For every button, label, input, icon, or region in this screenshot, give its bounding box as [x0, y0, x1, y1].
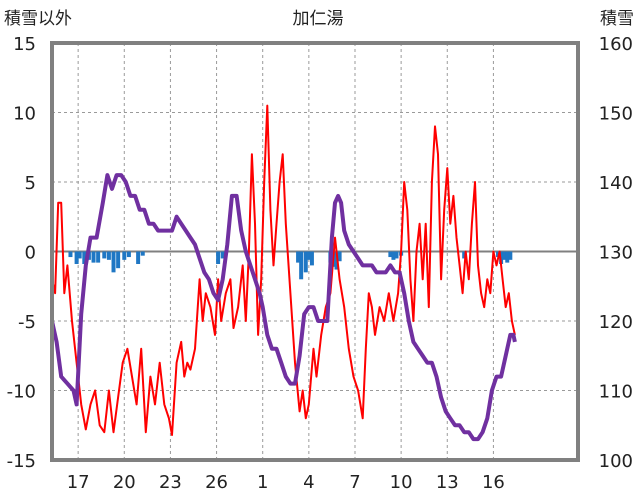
snow-depth-line	[50, 173, 517, 442]
precipitation-bar	[462, 251, 467, 259]
left-tick-label: -10	[7, 382, 36, 403]
left-axis-title: 積雪以外	[4, 9, 72, 29]
x-tick-label: 17	[67, 472, 90, 493]
precipitation-bar	[391, 251, 396, 260]
precipitation-bar	[126, 251, 131, 258]
right-tick-label: 100	[599, 451, 633, 472]
precipitation-bar	[96, 251, 101, 263]
precipitation-bar	[106, 251, 111, 260]
precipitation-bar	[91, 251, 96, 263]
left-tick-label: 5	[25, 173, 36, 194]
precipitation-bar	[296, 251, 301, 263]
x-tick-label: 20	[113, 472, 136, 493]
precipitation-bar	[337, 251, 342, 262]
x-tick-label: 10	[390, 472, 413, 493]
x-tick-label: 23	[159, 472, 182, 493]
x-tick-label: 1	[257, 472, 268, 493]
x-tick-label: 13	[436, 472, 459, 493]
temperature-line	[51, 104, 516, 436]
x-tick-label: 26	[205, 472, 228, 493]
left-tick-label: -15	[7, 451, 36, 472]
precipitation-bar	[77, 251, 82, 259]
right-tick-label: 160	[599, 34, 633, 55]
precipitation-bar	[102, 251, 107, 259]
precipitation-bar	[68, 251, 73, 258]
precipitation-bar	[309, 251, 314, 266]
right-tick-label: 130	[599, 243, 633, 264]
precipitation-bar	[111, 251, 116, 273]
precipitation-bar	[116, 251, 121, 269]
precipitation-bar	[136, 251, 141, 265]
precipitation-bar	[306, 251, 311, 260]
left-tick-label: -5	[18, 312, 36, 333]
precipitation-bar	[388, 251, 393, 258]
precipitation-bar	[140, 251, 145, 256]
left-tick-label: 15	[13, 34, 36, 55]
precipitation-bar	[505, 251, 510, 263]
x-axis-ticks: 17 20 23 26 1 4 7 10 13 16	[67, 472, 505, 493]
left-tick-label: 10	[13, 104, 36, 125]
right-tick-label: 140	[599, 173, 633, 194]
precipitation-bar	[74, 251, 79, 265]
right-tick-label: 120	[599, 312, 633, 333]
left-axis-ticks: 15 10 5 0 -5 -10 -15	[7, 34, 36, 472]
series-lines	[50, 104, 517, 442]
precipitation-bar	[82, 251, 87, 265]
x-tick-label: 16	[482, 472, 505, 493]
precipitation-bars	[68, 251, 513, 280]
x-tick-label: 7	[349, 472, 360, 493]
right-axis-ticks: 160 150 140 130 120 110 100	[599, 34, 633, 472]
chart-title: 加仁湯	[293, 9, 344, 29]
precipitation-bar	[216, 251, 221, 265]
right-tick-label: 150	[599, 104, 633, 125]
precipitation-bar	[299, 251, 304, 280]
left-tick-label: 0	[25, 243, 36, 264]
precipitation-bar	[303, 251, 308, 273]
right-tick-label: 110	[599, 382, 633, 403]
precipitation-bar	[502, 251, 507, 260]
x-tick-label: 4	[303, 472, 314, 493]
precipitation-bar	[394, 251, 399, 259]
right-axis-title: 積雪	[600, 9, 634, 29]
plot-frame	[50, 41, 580, 462]
precipitation-bar	[508, 251, 513, 260]
precipitation-bar	[220, 251, 225, 259]
precipitation-bar	[122, 251, 127, 260]
